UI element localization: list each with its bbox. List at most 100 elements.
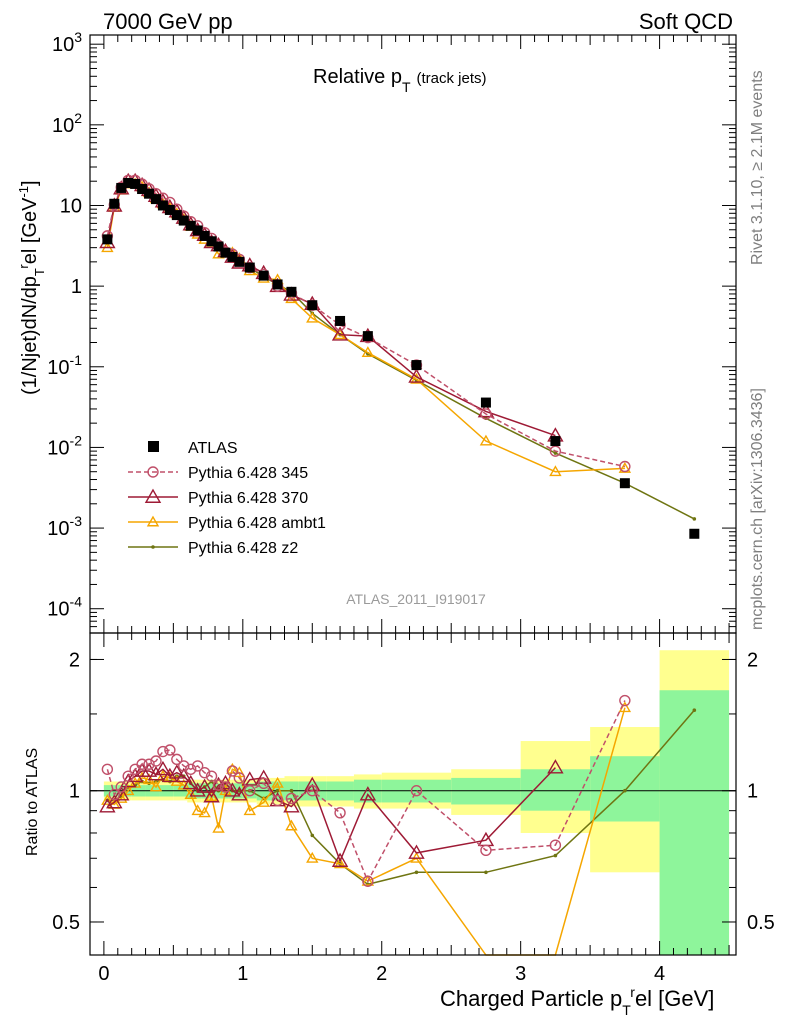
atlas-data-point bbox=[144, 188, 155, 199]
ratio-y-tick-label-right: 0.5 bbox=[747, 912, 775, 934]
z2-point bbox=[275, 788, 280, 793]
p370-point bbox=[182, 774, 199, 790]
ratio-band-inner bbox=[659, 690, 730, 955]
atlas-data-point bbox=[234, 256, 245, 267]
ambt1-point bbox=[191, 804, 204, 816]
p345-point bbox=[549, 445, 562, 457]
atlas-data-point bbox=[362, 331, 373, 342]
p370-point bbox=[106, 794, 123, 809]
p345-point bbox=[157, 745, 169, 758]
p370-point bbox=[140, 762, 158, 777]
z2-point bbox=[692, 708, 697, 712]
p345-point bbox=[122, 770, 134, 782]
title-suffix: (track jets) bbox=[417, 70, 487, 87]
p345-point bbox=[219, 781, 232, 793]
ratio-x-tick-label: 3 bbox=[515, 963, 526, 985]
ambt1-point bbox=[271, 776, 284, 788]
p345-point bbox=[257, 777, 270, 789]
atlas-data-point bbox=[157, 200, 168, 211]
svg-text:Relative pT(track jets): Relative pT (track jets) bbox=[313, 66, 487, 95]
ambt1-point bbox=[333, 328, 347, 340]
ratio-band-inner bbox=[520, 769, 591, 811]
ambt1-point bbox=[479, 434, 493, 446]
main-y-tick-label: 10 bbox=[60, 195, 82, 217]
p345-point bbox=[410, 785, 423, 797]
ratio-uncertainty-bands bbox=[90, 650, 736, 955]
atlas-data-point bbox=[185, 220, 196, 231]
ambt1-point bbox=[205, 790, 218, 801]
z2-point bbox=[553, 853, 558, 858]
p345-point bbox=[285, 792, 298, 805]
p370-point bbox=[547, 759, 564, 774]
ambt1-point bbox=[361, 346, 375, 358]
analysis-id-label: ATLAS_2011_I919017 bbox=[346, 591, 486, 607]
p370-point bbox=[359, 786, 377, 801]
atlas-data-point bbox=[227, 251, 238, 262]
ratio-x-tick-label: 2 bbox=[376, 963, 387, 985]
p345-point bbox=[480, 408, 492, 420]
legend-entry: ATLAS bbox=[148, 440, 238, 457]
atlas-data-point bbox=[137, 184, 148, 195]
atlas-data-point bbox=[109, 198, 120, 209]
atlas-data-point bbox=[102, 234, 113, 245]
atlas-data-point bbox=[178, 215, 189, 226]
p345-point bbox=[143, 758, 155, 770]
legend-label: ATLAS bbox=[188, 440, 238, 457]
p370-point bbox=[99, 798, 116, 813]
main-y-tick-label: 102 bbox=[52, 110, 82, 137]
p345-point bbox=[549, 839, 562, 851]
atlas-data-point bbox=[411, 360, 422, 371]
main-plot-frame bbox=[89, 34, 737, 634]
main-y-tick-label: 1 bbox=[71, 276, 82, 298]
plot-title: Relative pT (track jets) bbox=[313, 66, 487, 95]
ambt1-point bbox=[306, 311, 319, 323]
ambt1-point bbox=[361, 874, 375, 886]
p370-point bbox=[331, 326, 349, 341]
legend-entry: Pythia 6.428 370 bbox=[128, 488, 308, 507]
main-y-tick-label: 10-2 bbox=[47, 432, 82, 459]
z2-point bbox=[289, 788, 294, 793]
ratio-band-inner bbox=[590, 756, 660, 822]
p370-point bbox=[154, 760, 172, 776]
p370-point bbox=[175, 767, 192, 783]
ratio-y-axis-label: Ratio to ATLAS bbox=[24, 748, 41, 856]
ambt1-point bbox=[257, 796, 270, 807]
title-subscript: T bbox=[402, 79, 411, 95]
ratio-x-tick-label: 0 bbox=[98, 963, 109, 985]
ambt1-point bbox=[285, 819, 298, 831]
atlas-data-point bbox=[150, 194, 161, 205]
legend-label: Pythia 6.428 345 bbox=[188, 465, 308, 482]
p345-point bbox=[226, 765, 239, 777]
p370-point bbox=[126, 767, 144, 783]
z2-point bbox=[151, 545, 155, 549]
ambt1-point bbox=[198, 806, 211, 818]
ratio-y-tick-label-right: 2 bbox=[747, 649, 758, 671]
ambt1-point bbox=[212, 821, 225, 833]
z2-point bbox=[692, 517, 697, 521]
mcplots-reference-label: mcplots.cern.ch [arXiv:1306.3436] bbox=[749, 388, 766, 630]
p370-point bbox=[168, 764, 186, 779]
p370-point bbox=[231, 786, 248, 801]
x-axis-label: Charged Particle pTrel [GeV] bbox=[440, 984, 714, 1018]
z2-point bbox=[414, 870, 419, 875]
ambt1-point bbox=[146, 515, 160, 527]
atlas-data-point bbox=[116, 182, 127, 193]
p345-point bbox=[147, 466, 159, 478]
p370-point bbox=[241, 771, 258, 786]
ratio-plot-frame bbox=[89, 632, 737, 956]
atlas-data-point bbox=[192, 225, 203, 236]
p345-point bbox=[191, 760, 204, 772]
p345-point bbox=[198, 766, 211, 779]
atlas-data-point bbox=[272, 279, 283, 290]
p345-point bbox=[136, 758, 148, 770]
ambt1-point bbox=[184, 788, 197, 799]
p370-point bbox=[196, 778, 213, 793]
atlas-data-point bbox=[286, 286, 297, 297]
main-axis-ticks: 10-4 10-3 10-2 10-1 1 10 102 103 bbox=[47, 29, 736, 634]
main-y-tick-label: 103 bbox=[52, 29, 82, 56]
ambt1-point bbox=[101, 794, 114, 805]
ambt1-point bbox=[333, 857, 347, 869]
atlas-data-point bbox=[335, 315, 346, 326]
p370-point bbox=[408, 844, 425, 859]
